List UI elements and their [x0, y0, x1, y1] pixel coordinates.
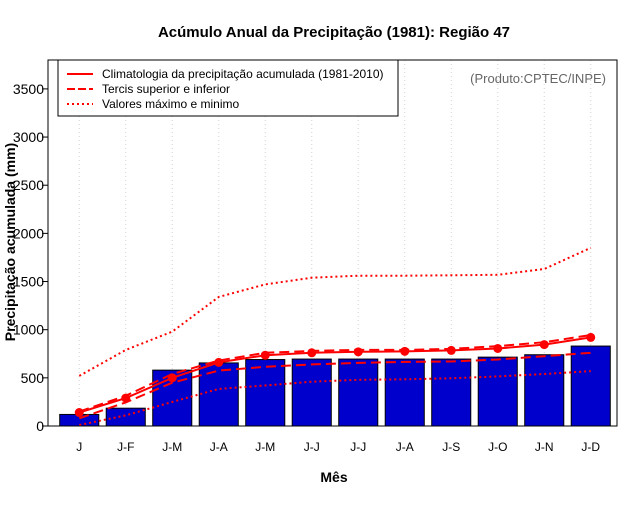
series-line-dashed	[78, 334, 591, 413]
chart-title: Acúmulo Anual da Precipitação (1981): Re…	[158, 24, 510, 41]
series-line-dotted	[79, 370, 591, 426]
y-tick-label: 0	[36, 418, 44, 434]
x-tick-label: J-F	[117, 440, 134, 454]
series-point	[307, 348, 317, 358]
y-tick-label: 3000	[13, 129, 44, 145]
bar	[245, 359, 286, 427]
bar	[570, 345, 611, 427]
bar	[198, 362, 239, 427]
x-tick-label: J-M	[255, 440, 275, 454]
x-tick-label: J-D	[581, 440, 600, 454]
axes: 0 500 1000 1500 2000 2500 3000 3500 J J-F J-M J-A J-…	[13, 59, 618, 454]
y-tick-label: 1500	[13, 274, 44, 290]
x-tick-label: J-S	[442, 440, 460, 454]
bar	[431, 358, 472, 427]
series-point	[353, 347, 363, 357]
y-tick-label: 2500	[13, 177, 44, 193]
legend-box	[57, 59, 399, 117]
legend-label: Tercis superior e inferior	[102, 82, 230, 96]
x-tick-label: J-J	[304, 440, 320, 454]
x-tick-label: J-O	[488, 440, 507, 454]
x-tick-label: J-A	[396, 440, 414, 454]
x-tick-label: J	[76, 440, 82, 454]
x-tick-label: J-A	[210, 440, 228, 454]
series-point	[539, 340, 549, 350]
bar	[291, 358, 332, 427]
series-lines	[74, 246, 596, 426]
bar	[524, 354, 565, 427]
legend: Climatologia da precipitação acumulada (…	[57, 59, 399, 117]
bar	[477, 356, 518, 427]
x-tick-label: J-N	[535, 440, 554, 454]
legend-label: Climatologia da precipitação acumulada (…	[102, 67, 384, 81]
series-line-solid	[79, 336, 591, 414]
legend-label: Valores máximo e minimo	[102, 97, 239, 111]
series-line-dashed	[78, 351, 591, 420]
y-axis-label: Precipitação acumulada (mm)	[2, 143, 18, 341]
x-tick-label: J-M	[162, 440, 182, 454]
chart-subtitle: (Produto:CPTEC/INPE)	[470, 71, 606, 86]
series-point	[586, 332, 596, 342]
series-line-dotted	[78, 246, 592, 377]
series-point	[400, 346, 410, 356]
bar	[338, 358, 379, 427]
series-point	[446, 345, 456, 355]
x-tick-label: J-J	[350, 440, 366, 454]
series-point	[74, 408, 84, 418]
x-axis-label: Mês	[320, 469, 347, 485]
y-tick-label: 3500	[13, 81, 44, 97]
bar	[384, 358, 425, 427]
y-tick-label: 2000	[13, 225, 44, 241]
y-tick-label: 500	[21, 370, 45, 386]
y-tick-label: 1000	[13, 322, 44, 338]
